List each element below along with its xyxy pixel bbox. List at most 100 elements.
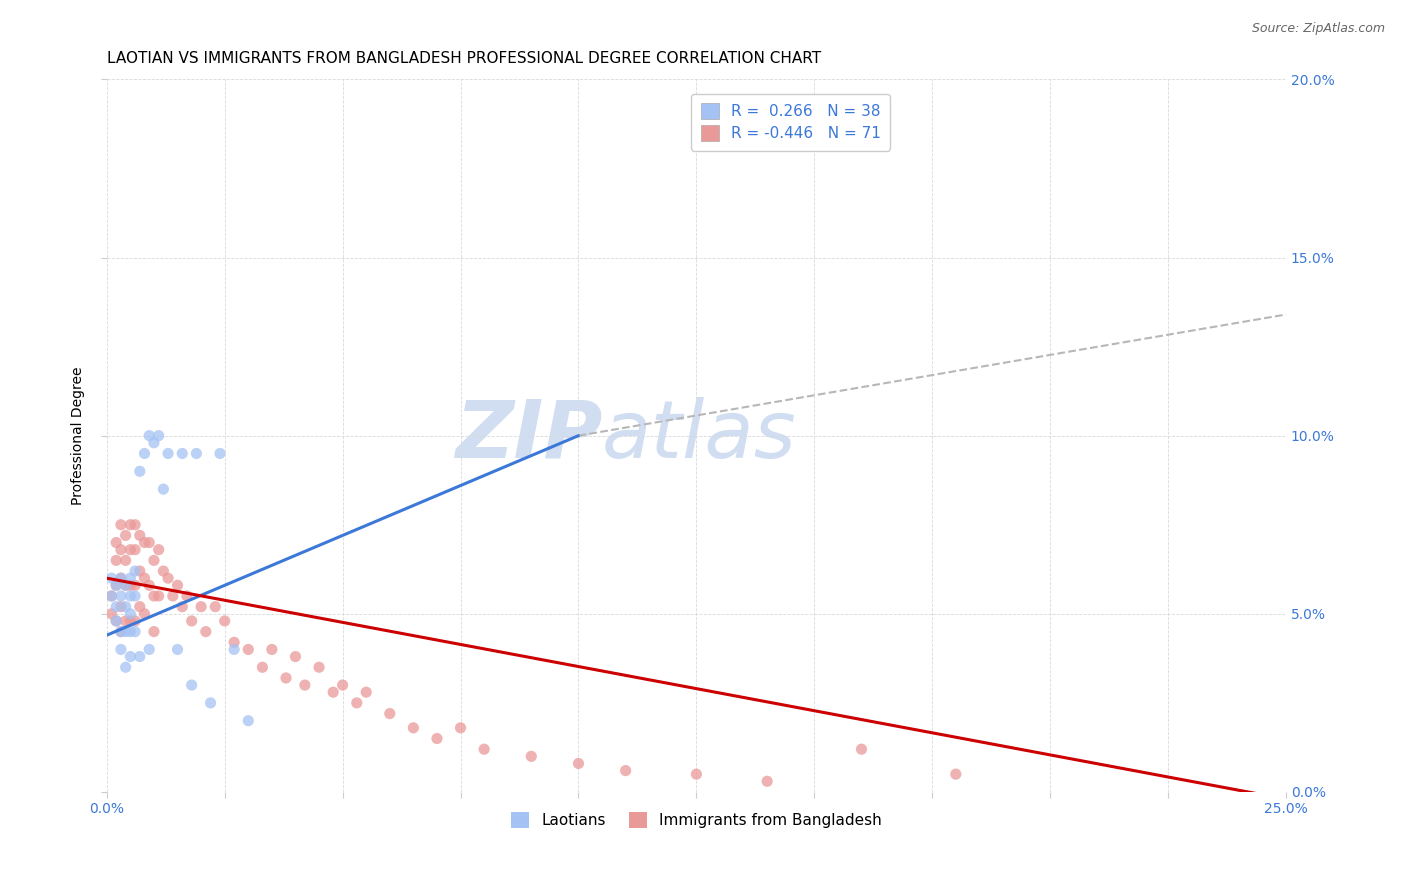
Point (142, 589, 165, 603)
Point (200, 696, 222, 710)
Point (148, 428, 170, 442)
Point (120, 607, 142, 621)
Point (110, 624, 132, 639)
Point (238, 642, 260, 657)
Point (520, 749, 543, 764)
Point (114, 614, 136, 628)
Point (128, 599, 150, 614)
Point (100, 571, 122, 585)
Text: Source: ZipAtlas.com: Source: ZipAtlas.com (1251, 22, 1385, 36)
Point (110, 542, 132, 557)
Point (124, 517, 146, 532)
Point (114, 599, 136, 614)
Legend: Laotians, Immigrants from Bangladesh: Laotians, Immigrants from Bangladesh (505, 806, 889, 834)
Point (110, 642, 132, 657)
Point (124, 542, 146, 557)
Point (294, 678, 316, 692)
Point (142, 435, 165, 450)
Point (426, 731, 449, 746)
Point (142, 624, 165, 639)
Point (172, 599, 194, 614)
Point (157, 571, 180, 585)
Point (346, 696, 368, 710)
Point (124, 614, 146, 628)
Point (142, 553, 165, 567)
Point (756, 774, 779, 789)
Point (100, 589, 122, 603)
Point (166, 642, 188, 657)
Point (148, 589, 170, 603)
Point (105, 614, 128, 628)
Point (157, 446, 180, 460)
Point (472, 742, 495, 756)
Point (138, 428, 160, 442)
Point (214, 614, 236, 628)
Point (114, 624, 136, 639)
Point (124, 589, 146, 603)
Point (114, 528, 136, 542)
Point (450, 721, 472, 735)
Point (204, 599, 226, 614)
Point (120, 578, 142, 592)
Point (332, 678, 354, 692)
Point (110, 589, 132, 603)
Point (110, 624, 132, 639)
Point (176, 589, 198, 603)
Point (114, 660, 136, 674)
Point (120, 624, 142, 639)
Point (128, 528, 150, 542)
Point (100, 607, 122, 621)
Point (124, 578, 146, 592)
Point (238, 714, 260, 728)
Point (138, 535, 160, 549)
Point (105, 553, 128, 567)
Point (114, 553, 136, 567)
Y-axis label: Professional Degree: Professional Degree (72, 367, 86, 505)
Point (354, 685, 377, 699)
Point (138, 642, 160, 657)
Point (110, 517, 132, 532)
Point (851, 742, 873, 756)
Point (100, 589, 122, 603)
Point (128, 564, 150, 578)
Point (124, 624, 146, 639)
Point (152, 564, 174, 578)
Point (260, 642, 283, 657)
Point (120, 517, 142, 532)
Point (685, 767, 707, 781)
Point (105, 614, 128, 628)
Point (152, 482, 174, 496)
Point (186, 446, 208, 460)
Point (128, 464, 150, 478)
Point (105, 578, 128, 592)
Point (120, 571, 142, 585)
Point (138, 578, 160, 592)
Point (110, 599, 132, 614)
Point (208, 446, 231, 460)
Point (284, 649, 307, 664)
Point (120, 649, 142, 664)
Point (124, 564, 146, 578)
Text: ZIP: ZIP (454, 397, 602, 475)
Point (134, 535, 156, 549)
Point (114, 578, 136, 592)
Point (134, 571, 156, 585)
Point (252, 660, 274, 674)
Point (128, 649, 150, 664)
Point (194, 624, 217, 639)
Point (120, 589, 142, 603)
Point (180, 614, 202, 628)
Point (567, 756, 589, 771)
Text: LAOTIAN VS IMMIGRANTS FROM BANGLADESH PROFESSIONAL DEGREE CORRELATION CHART: LAOTIAN VS IMMIGRANTS FROM BANGLADESH PR… (107, 51, 821, 66)
Point (614, 764, 637, 778)
Point (134, 446, 156, 460)
Point (172, 446, 194, 460)
Point (322, 685, 344, 699)
Point (105, 535, 128, 549)
Point (114, 578, 136, 592)
Point (105, 578, 128, 592)
Point (402, 721, 425, 735)
Point (134, 607, 156, 621)
Text: atlas: atlas (602, 397, 797, 475)
Point (224, 635, 246, 649)
